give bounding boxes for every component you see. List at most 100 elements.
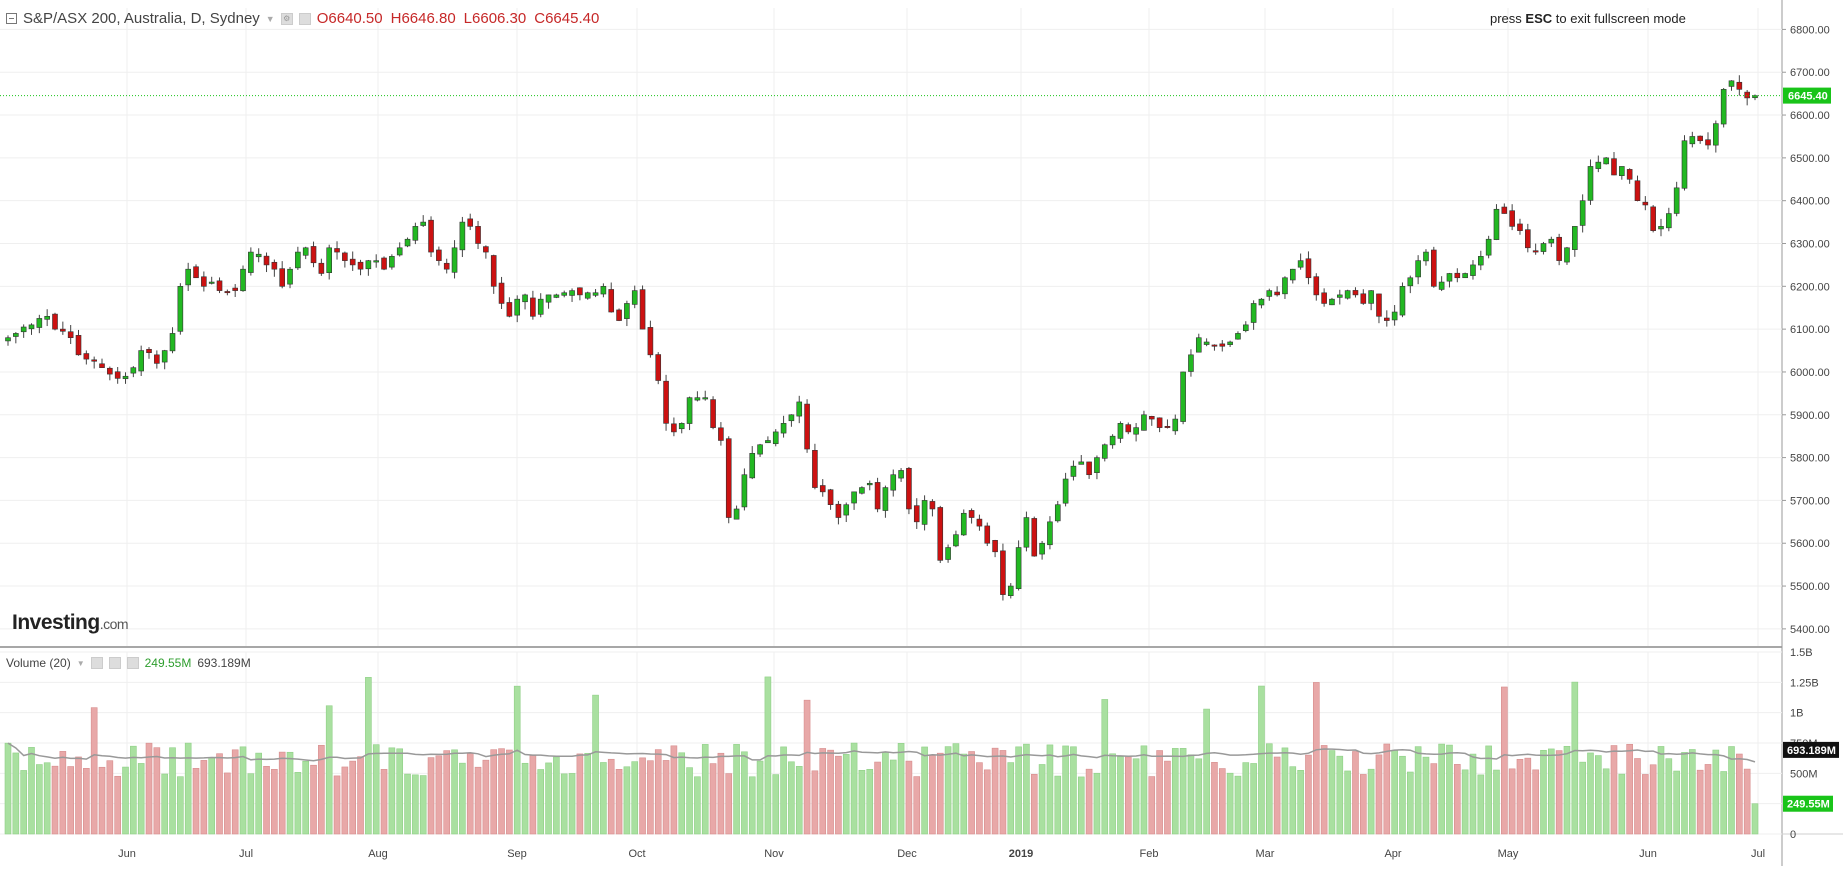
price-tick-label: 5900.00 — [1790, 410, 1830, 422]
candle-body — [248, 251, 254, 273]
volume-bar — [443, 750, 451, 835]
candle-body — [1407, 277, 1414, 287]
candle-body — [1007, 585, 1014, 596]
candle-body — [1297, 260, 1304, 268]
volume-bar — [1109, 753, 1116, 835]
candle-body — [1720, 89, 1727, 125]
volume-bar — [1681, 752, 1688, 835]
candle-body — [1650, 206, 1656, 231]
candle-body — [1595, 161, 1602, 169]
volume-bar — [1273, 756, 1281, 835]
ohlc-values: O6640.50 H6646.80 L6606.30 C6645.40 — [317, 10, 608, 27]
candle-body — [976, 518, 983, 527]
candle-body — [287, 268, 293, 285]
candle-body — [1289, 268, 1296, 281]
candle-body — [537, 298, 544, 315]
volume-value: 249.55M — [144, 656, 192, 670]
candle-body — [812, 450, 818, 488]
candle-body — [1203, 341, 1210, 345]
volume-bar — [1367, 768, 1375, 835]
volume-bar — [1281, 747, 1289, 835]
candle-body — [146, 348, 152, 353]
candle-body — [898, 470, 904, 479]
volume-chevron-icon[interactable]: ▼ — [76, 658, 85, 668]
collapse-icon[interactable] — [6, 13, 17, 24]
volume-bar — [654, 749, 662, 835]
fullscreen-hint-press: press — [1490, 11, 1522, 26]
candle-body — [36, 318, 43, 328]
volume-settings-icon[interactable] — [90, 657, 103, 669]
candle-body — [295, 251, 301, 269]
volume-bar — [921, 746, 928, 835]
candle-body — [851, 491, 857, 504]
candle-body — [240, 268, 246, 292]
candle-body — [992, 540, 998, 553]
hide-icon[interactable] — [298, 12, 311, 25]
volume-bar — [325, 705, 333, 835]
candle-body — [1399, 286, 1406, 316]
candle-body — [1713, 123, 1719, 146]
candle-body — [702, 397, 709, 400]
volume-bar — [756, 760, 764, 835]
volume-bar — [388, 747, 396, 835]
price-tick-label: 6500.00 — [1790, 153, 1830, 165]
symbol-title[interactable]: S&P/ASX 200, Australia, D, Sydney — [23, 10, 260, 27]
candle-body — [1352, 290, 1359, 296]
candle-body — [443, 262, 450, 270]
volume-bar — [67, 766, 74, 835]
candle-body — [584, 292, 591, 299]
candle-body — [1603, 157, 1609, 165]
volume-bar — [263, 766, 270, 835]
volume-bar — [1117, 756, 1124, 835]
volume-bar — [412, 774, 419, 835]
volume-bar — [600, 762, 607, 835]
volume-bar — [1712, 749, 1720, 835]
candle-body — [232, 287, 238, 291]
volume-bar — [1477, 774, 1485, 835]
volume-bar — [1673, 770, 1680, 835]
settings-icon[interactable]: ⚙ — [280, 12, 293, 25]
time-tick-label: Apr — [1384, 848, 1401, 860]
candle-body — [577, 287, 583, 296]
volume-bar — [905, 760, 913, 835]
volume-title[interactable]: Volume (20) — [6, 656, 71, 670]
volume-bar — [701, 744, 709, 835]
volume-bar — [999, 750, 1007, 835]
volume-bar — [435, 755, 443, 835]
symbol-header: S&P/ASX 200, Australia, D, Sydney ▼ ⚙ O6… — [6, 10, 607, 27]
logo-main: Investing — [12, 611, 100, 634]
volume-bar — [1563, 745, 1571, 835]
fullscreen-hint-rest: to exit fullscreen mode — [1555, 11, 1686, 26]
price-tick-label: 5600.00 — [1790, 538, 1830, 550]
volume-bar — [537, 769, 545, 835]
candle-body — [663, 380, 669, 424]
volume-bar — [874, 761, 881, 835]
candle-body — [1094, 457, 1100, 473]
volume-bar — [1430, 763, 1438, 835]
candle-body — [1101, 444, 1108, 459]
candle-body — [647, 327, 654, 356]
volume-bar — [1218, 768, 1226, 835]
volume-bar — [1297, 770, 1304, 835]
volume-bar — [1555, 750, 1563, 835]
candle-body — [1274, 291, 1280, 296]
volume-hide-icon[interactable] — [108, 657, 121, 669]
volume-bar — [247, 773, 255, 835]
candle-body — [1164, 426, 1171, 428]
candle-body — [428, 219, 434, 253]
candle-body — [1141, 414, 1147, 431]
candle-body — [984, 525, 991, 544]
candle-body — [177, 286, 184, 332]
volume-bar — [130, 745, 137, 835]
candle-body — [1258, 298, 1265, 306]
volume-bar — [36, 764, 43, 835]
volume-bar — [1391, 750, 1398, 835]
volume-close-icon[interactable] — [126, 657, 139, 669]
candle-body — [1211, 344, 1218, 347]
chevron-down-icon[interactable]: ▼ — [265, 13, 275, 24]
volume-bar — [1211, 762, 1218, 835]
volume-bar — [1171, 748, 1179, 835]
candle-body — [671, 423, 677, 433]
candle-body — [1572, 226, 1578, 250]
